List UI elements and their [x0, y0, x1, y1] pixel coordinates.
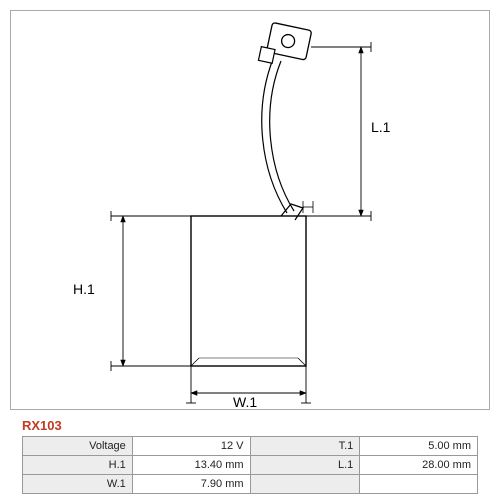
spec-value: 7.90 mm	[132, 475, 250, 494]
technical-drawing	[11, 11, 491, 411]
part-code: RX103	[22, 418, 62, 433]
spec-value: 28.00 mm	[360, 456, 478, 475]
spec-label	[250, 475, 360, 494]
spec-value: 5.00 mm	[360, 437, 478, 456]
spec-label: H.1	[23, 456, 133, 475]
spec-value	[360, 475, 478, 494]
table-row: W.1 7.90 mm	[23, 475, 478, 494]
spec-label: T.1	[250, 437, 360, 456]
spec-table: Voltage 12 V T.1 5.00 mm H.1 13.40 mm L.…	[22, 436, 478, 494]
spec-label: W.1	[23, 475, 133, 494]
label-l1: L.1	[371, 119, 390, 135]
label-h1: H.1	[73, 281, 95, 297]
table-row: Voltage 12 V T.1 5.00 mm	[23, 437, 478, 456]
table-row: H.1 13.40 mm L.1 28.00 mm	[23, 456, 478, 475]
spec-value: 13.40 mm	[132, 456, 250, 475]
spec-label: Voltage	[23, 437, 133, 456]
spec-value: 12 V	[132, 437, 250, 456]
spec-label: L.1	[250, 456, 360, 475]
diagram-frame: H.1 W.1 L.1	[10, 10, 490, 410]
label-w1: W.1	[233, 394, 257, 410]
